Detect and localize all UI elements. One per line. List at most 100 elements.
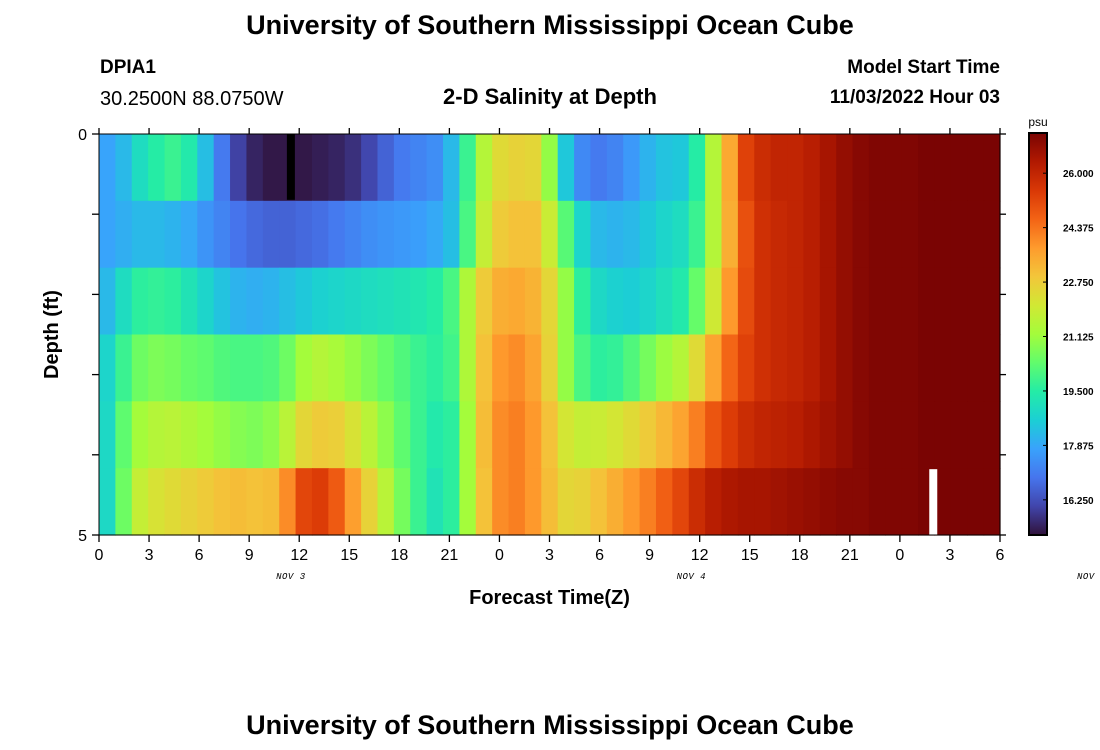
heatmap-cell [721,200,739,269]
heatmap-cell [967,267,985,336]
heatmap-cell [459,334,477,402]
heatmap-cell [721,401,739,469]
heatmap-cell [885,200,903,269]
x-tick-label: 9 [245,547,254,564]
heatmap-cell [770,334,788,402]
heatmap-cell [443,200,460,269]
heatmap-cell [983,401,1001,469]
heatmap-cell [623,334,641,402]
heatmap-cell [787,401,805,469]
heatmap-cell [426,267,444,336]
heatmap-cell [180,200,198,269]
heatmap-cell [279,401,297,469]
heatmap-cell [868,267,886,336]
heatmap-cell [99,134,116,202]
heatmap-cell [557,134,575,202]
heatmap-cell [344,267,362,336]
heatmap-cell [311,468,329,536]
colorbar-tick-label: 19.500 [1063,387,1094,398]
heatmap-cell [344,134,362,202]
heatmap-cell [459,134,477,202]
heatmap-cell [328,468,346,536]
heatmap-cell [443,334,460,402]
x-tick-label: 3 [145,547,154,564]
heatmap-cell [836,134,854,202]
heatmap-cell [852,334,870,402]
heatmap-cell [655,267,673,336]
heatmap-cell [754,267,772,336]
heatmap-cell [492,267,510,336]
heatmap-cell [983,267,1001,336]
x-tick-label: 0 [95,547,104,564]
heatmap-cell [361,200,379,269]
heatmap-cell [344,334,362,402]
missing-data-mark [286,134,295,200]
heatmap-cell [361,468,379,536]
heatmap-cell [721,334,739,402]
heatmap-cell [295,468,313,536]
heatmap-cell [475,200,493,269]
heatmap-cell [950,401,968,469]
heatmap-cell [574,267,592,336]
heatmap-cell [410,334,428,402]
x-tick-label: 6 [195,547,204,564]
missing-data-mark [929,469,938,535]
heatmap-cell [983,200,1001,269]
heatmap-cell [934,468,952,536]
heatmap-cell [148,267,166,336]
heatmap-cell [115,267,133,336]
x-tick-label: 3 [945,547,954,564]
heatmap-cell [803,401,821,469]
heatmap-cell [623,134,641,202]
heatmap-cell [705,401,723,469]
heatmap-cell [361,334,379,402]
heatmap-cell [393,334,411,402]
heatmap-cell [541,401,559,469]
model-start-value: 11/03/2022 Hour 03 [829,87,1000,108]
heatmap-cell [983,468,1001,536]
heatmap-cell [754,200,772,269]
heatmap-cell [328,200,346,269]
heatmap-cell [164,200,182,269]
heatmap-cell [180,401,198,469]
heatmap-cell [377,200,395,269]
heatmap-cell [541,267,559,336]
heatmap-cell [410,134,428,202]
heatmap-cell [197,468,215,536]
heatmap-cell [279,334,297,402]
heatmap-cell [279,468,297,536]
heatmap-cell [967,200,985,269]
heatmap-cell [672,334,690,402]
heatmap-cell [655,200,673,269]
heatmap-cell [524,401,542,469]
heatmap-cell [328,401,346,469]
heatmap-cell [295,134,313,202]
heatmap-cell [655,468,673,536]
heatmap-cell [524,334,542,402]
heatmap-cell [590,200,608,269]
x-tick-label: 21 [841,547,859,564]
heatmap-cell [246,267,264,336]
heatmap-cell [787,200,805,269]
heatmap-cell [590,468,608,536]
colorbar-tick-label: 21.125 [1063,333,1094,344]
heatmap-cell [983,134,1001,202]
heatmap-cell [541,334,559,402]
heatmap-cell [426,200,444,269]
heatmap-cell [246,134,264,202]
heatmap-cell [852,267,870,336]
heatmap-cell [737,468,755,536]
heatmap-cell [99,267,116,336]
heatmap-cell [557,334,575,402]
heatmap-cell [393,134,411,202]
heatmap-cell [967,134,985,202]
heatmap-cell [377,334,395,402]
heatmap-cell [852,200,870,269]
heatmap-cell [508,334,526,402]
heatmap-cell [705,134,723,202]
heatmap-cell [410,401,428,469]
heatmap-cell [541,468,559,536]
heatmap-cell [524,267,542,336]
heatmap-cell [262,401,280,469]
heatmap-cell [508,200,526,269]
